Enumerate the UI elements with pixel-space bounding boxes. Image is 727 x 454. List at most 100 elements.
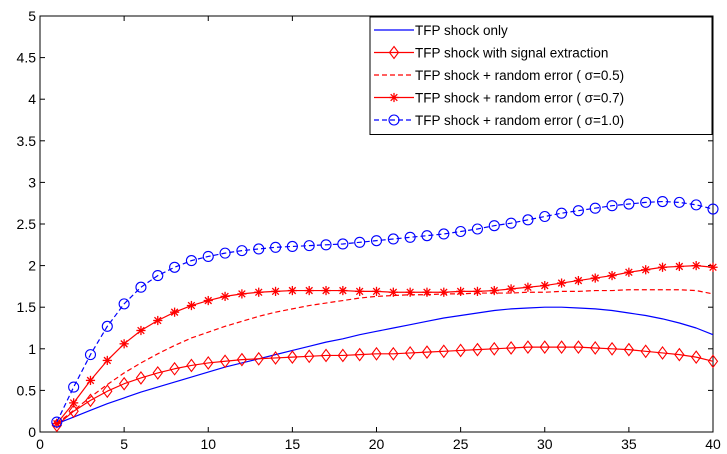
data-point (606, 200, 618, 212)
x-tick-label: 15 (285, 436, 301, 452)
data-point (118, 376, 130, 391)
data-point (337, 238, 349, 250)
data-point (236, 245, 248, 257)
data-point (102, 355, 112, 366)
data-point (220, 291, 230, 301)
data-point (556, 278, 567, 288)
data-point (623, 342, 635, 357)
data-point (203, 356, 214, 370)
data-point (606, 341, 618, 356)
x-tick-label: 30 (537, 436, 553, 452)
data-point (68, 381, 80, 393)
data-point (674, 261, 684, 272)
data-point (169, 261, 181, 273)
data-point (674, 347, 685, 362)
data-point (640, 196, 652, 208)
series-1 (56, 306, 714, 425)
series-5 (51, 195, 719, 428)
data-point (472, 286, 483, 296)
y-tick-label: 0 (28, 424, 36, 440)
x-tick-label: 5 (120, 436, 128, 452)
data-point (522, 340, 534, 355)
star-stroke (305, 286, 313, 295)
star-stroke (456, 287, 465, 296)
legend-label: TFP shock with signal extraction (415, 46, 608, 61)
series-line (56, 200, 714, 423)
star-stroke (591, 274, 599, 282)
data-point (253, 351, 264, 366)
data-point (690, 199, 702, 211)
data-point (118, 298, 130, 310)
data-point (269, 241, 282, 253)
data-point (152, 270, 164, 282)
data-point (539, 210, 551, 223)
star-stroke (641, 265, 650, 274)
y-tick-label: 3 (28, 174, 36, 190)
data-point (354, 236, 366, 248)
legend-label: TFP shock + random error ( σ=0.5) (415, 68, 624, 83)
star-stroke (69, 399, 78, 407)
star-stroke (53, 419, 61, 428)
data-point (371, 346, 382, 361)
data-point (589, 202, 601, 214)
star-stroke (507, 285, 515, 293)
star-stroke (120, 340, 128, 348)
legend-item: TFP shock + random error ( σ=0.5) (374, 68, 624, 83)
y-tick-label: 3.5 (17, 133, 37, 149)
data-point (236, 352, 248, 367)
data-point (456, 286, 466, 296)
data-point (202, 250, 214, 262)
star-stroke (271, 287, 280, 296)
x-tick-label: 25 (453, 436, 469, 452)
data-point (404, 231, 416, 243)
data-point (321, 285, 331, 296)
legend: TFP shock only TFP shock with signal extr… (369, 16, 713, 135)
x-tick-label: 10 (200, 436, 216, 452)
series-3 (56, 289, 714, 425)
data-point (522, 214, 534, 226)
star-stroke (170, 308, 179, 316)
star-stroke (557, 279, 566, 287)
data-point (455, 225, 467, 238)
y-tick-label: 5 (28, 8, 36, 24)
legend-item: TFP shock + random error ( σ=1.0) (374, 113, 624, 128)
data-point (573, 275, 583, 286)
data-point (203, 295, 213, 306)
data-point (438, 228, 450, 240)
data-point (590, 341, 601, 355)
data-point (304, 285, 314, 296)
star-stroke (339, 286, 347, 295)
data-point (472, 342, 483, 357)
data-point (153, 315, 163, 326)
data-point (371, 286, 382, 296)
data-point (219, 354, 231, 369)
data-point (51, 416, 63, 428)
data-point (405, 287, 415, 297)
star-stroke (675, 262, 684, 271)
data-point (186, 358, 197, 373)
star-stroke (322, 286, 330, 295)
x-tick-label: 0 (36, 436, 44, 452)
series-2 (51, 340, 719, 433)
data-point (572, 205, 584, 217)
data-point (421, 345, 433, 360)
data-point (135, 281, 147, 293)
star-stroke (490, 286, 499, 295)
data-point (286, 240, 298, 253)
data-point (254, 287, 264, 297)
data-point (287, 350, 298, 365)
data-point (101, 320, 113, 332)
legend-marker (389, 92, 399, 103)
data-point (387, 233, 399, 245)
x-tick-label: 35 (621, 436, 637, 452)
data-point (505, 341, 517, 355)
data-point (69, 398, 79, 408)
star-stroke (154, 316, 162, 325)
star-stroke (709, 263, 717, 272)
data-point (253, 243, 265, 255)
data-point (85, 393, 96, 408)
series-line (56, 265, 714, 425)
data-point (640, 344, 651, 359)
data-point (370, 235, 383, 247)
data-point (439, 287, 449, 297)
